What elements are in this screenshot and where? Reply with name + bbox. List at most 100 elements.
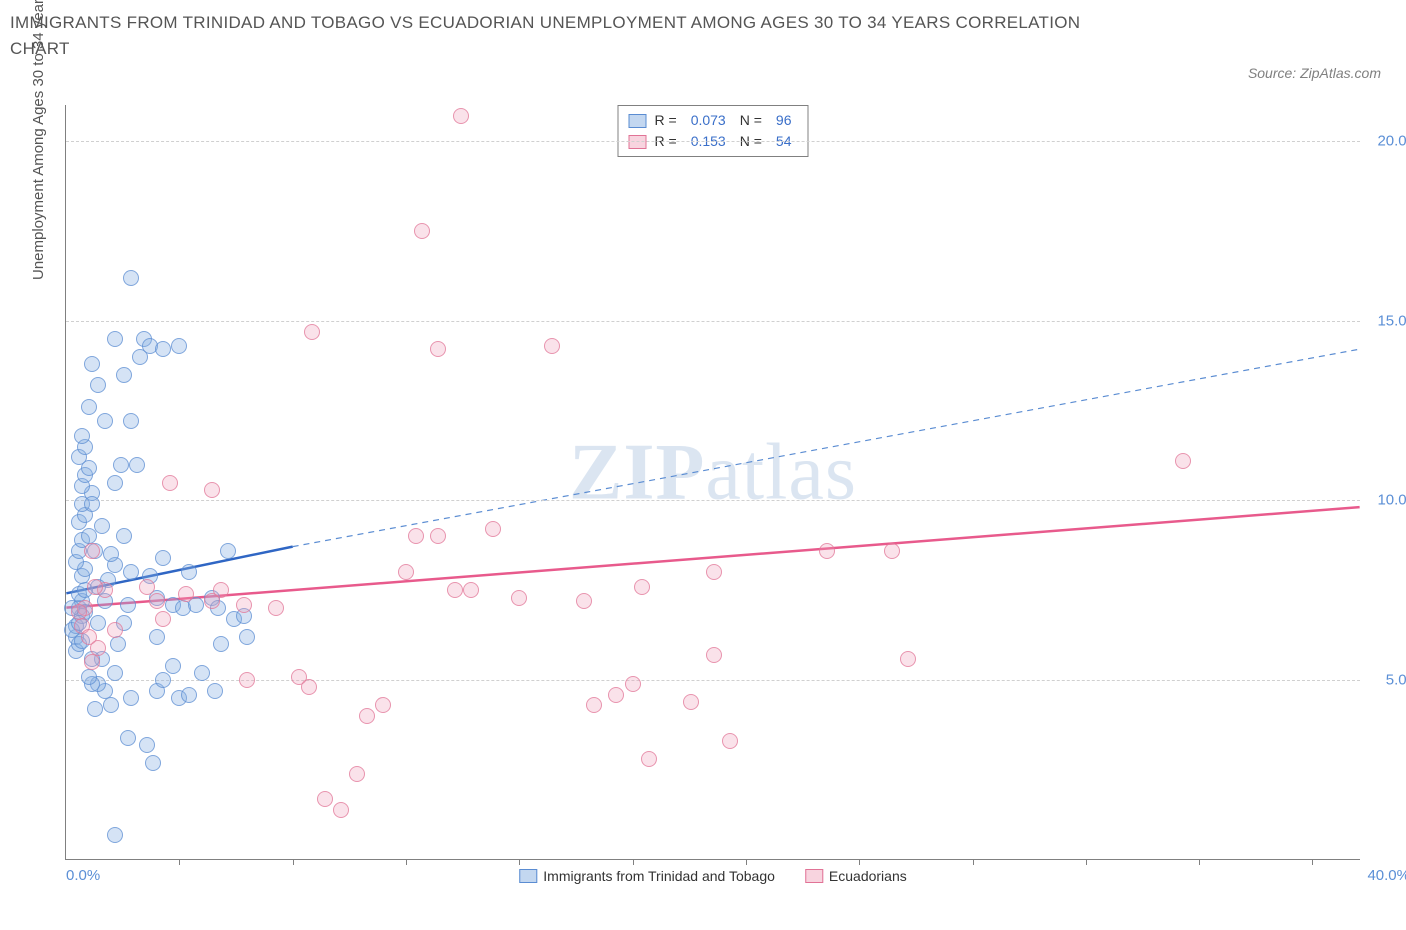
data-point [81,669,97,685]
data-point [123,690,139,706]
data-point [107,622,123,638]
data-point [110,636,126,652]
data-point [123,564,139,580]
data-point [375,697,391,713]
data-point [349,766,365,782]
data-point [149,593,165,609]
bottom-legend: Immigrants from Trinidad and Tobago Ecua… [519,868,906,884]
y-axis-label: Unemployment Among Ages 30 to 34 years [30,0,47,280]
data-point [113,457,129,473]
x-tick [519,859,520,865]
legend-label-blue: Immigrants from Trinidad and Tobago [543,868,775,884]
data-point [84,543,100,559]
data-point [236,597,252,613]
x-tick [1086,859,1087,865]
data-point [155,341,171,357]
data-point [181,687,197,703]
data-point [408,528,424,544]
data-point [120,730,136,746]
gridline [66,680,1360,681]
data-point [239,672,255,688]
data-point [94,518,110,534]
data-point [511,590,527,606]
x-max-label: 40.0% [1367,867,1406,884]
x-tick [179,859,180,865]
data-point [304,324,320,340]
legend-item-pink: Ecuadorians [805,868,907,884]
data-point [84,496,100,512]
data-point [81,399,97,415]
data-point [145,755,161,771]
x-tick [973,859,974,865]
data-point [107,827,123,843]
data-point [139,737,155,753]
data-point [84,356,100,372]
data-point [220,543,236,559]
data-point [84,654,100,670]
data-point [165,658,181,674]
data-point [239,629,255,645]
data-point [107,331,123,347]
data-point [683,694,699,710]
x-tick [859,859,860,865]
data-point [139,579,155,595]
data-point [430,341,446,357]
trend-lines [66,105,1360,859]
data-point [359,708,375,724]
data-point [301,679,317,695]
data-point [178,586,194,602]
swatch-pink-icon [805,869,823,883]
data-point [74,428,90,444]
data-point [194,665,210,681]
chart-title: IMMIGRANTS FROM TRINIDAD AND TOBAGO VS E… [10,10,1100,61]
data-point [722,733,738,749]
data-point [107,475,123,491]
data-point [641,751,657,767]
data-point [120,597,136,613]
data-point [204,482,220,498]
y-tick-label: 20.0% [1377,132,1406,149]
data-point [333,802,349,818]
swatch-blue-icon [519,869,537,883]
gridline [66,500,1360,501]
y-tick-label: 15.0% [1377,312,1406,329]
data-point [107,665,123,681]
data-point [171,338,187,354]
data-point [485,521,501,537]
data-point [181,564,197,580]
data-point [116,528,132,544]
data-point [90,615,106,631]
data-point [116,367,132,383]
data-point [123,413,139,429]
data-point [207,683,223,699]
legend-item-blue: Immigrants from Trinidad and Tobago [519,868,775,884]
data-point [608,687,624,703]
stats-row-blue: R = 0.073 N = 96 [629,110,798,131]
x-tick [746,859,747,865]
y-tick-label: 10.0% [1377,492,1406,509]
data-point [900,651,916,667]
data-point [155,672,171,688]
data-point [1175,453,1191,469]
watermark: ZIPatlas [569,427,857,518]
gridline [66,321,1360,322]
data-point [129,457,145,473]
x-tick [633,859,634,865]
data-point [453,108,469,124]
data-point [103,697,119,713]
swatch-blue-icon [629,114,647,128]
x-tick [1199,859,1200,865]
data-point [625,676,641,692]
data-point [213,636,229,652]
data-point [87,579,103,595]
data-point [414,223,430,239]
data-point [634,579,650,595]
x-tick [406,859,407,865]
plot-area: ZIPatlas R = 0.073 N = 96 R = 0.153 N = … [65,105,1360,860]
x-tick [1312,859,1313,865]
data-point [155,611,171,627]
data-point [819,543,835,559]
y-tick-label: 5.0% [1386,672,1406,689]
data-point [576,593,592,609]
data-point [544,338,560,354]
